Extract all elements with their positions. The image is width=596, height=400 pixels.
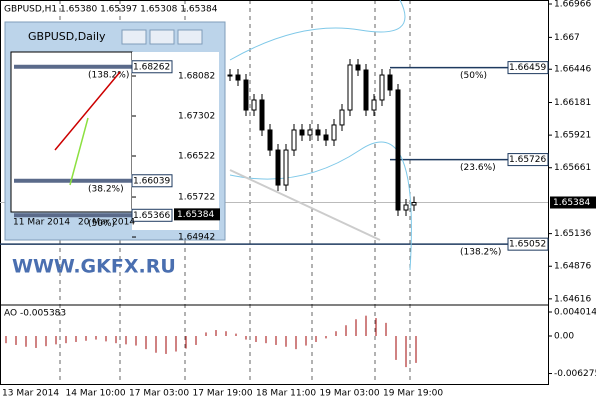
fib-label: (23.6%) <box>460 163 496 173</box>
candle <box>395 89 401 211</box>
fib-label: (50%) <box>460 71 487 81</box>
candle <box>363 69 369 111</box>
inset-fib-label: (38.2%) <box>88 184 124 194</box>
ao-tick-label: 0.00 <box>554 332 574 342</box>
level-value: 1.66459 <box>509 63 546 73</box>
current-badge <box>550 196 596 209</box>
level-value: 1.65726 <box>509 155 546 165</box>
inset-tick-label: 1.65722 <box>178 193 215 203</box>
inset-date: 20 Mar 2014 <box>78 218 135 228</box>
inset-tick-label: 1.67302 <box>178 112 215 122</box>
time-label: 13 Mar 2014 <box>2 389 59 399</box>
inset-level-value: 1.66039 <box>133 176 170 186</box>
candle <box>299 129 305 136</box>
candle <box>227 74 233 77</box>
inset-badge <box>131 208 173 222</box>
price-tick-label: 1.66966 <box>554 0 591 10</box>
candle <box>251 99 257 111</box>
time-label: 17 Mar 19:00 <box>193 389 253 399</box>
candle <box>291 129 297 151</box>
current-price-label: 1.65384 <box>553 198 590 208</box>
window-min-button[interactable] <box>121 29 147 45</box>
price-tick-label: 1.65661 <box>554 163 591 173</box>
candle <box>411 201 417 206</box>
inset-plot <box>10 51 133 213</box>
main-border <box>0 0 549 385</box>
candle <box>267 129 273 151</box>
inset-trend <box>54 71 121 151</box>
candle <box>355 64 361 71</box>
inset-date: 11 Mar 2014 <box>13 218 70 228</box>
candle <box>371 99 377 111</box>
ao-tick-label: 0.004014 <box>554 307 596 317</box>
window-title: GBPUSD,Daily <box>28 30 106 43</box>
candle <box>307 129 313 136</box>
price-tick-label: 1.65136 <box>554 229 591 239</box>
level-badge <box>507 61 549 75</box>
price-tick-label: 1.64876 <box>554 262 591 272</box>
level-value: 1.65052 <box>509 240 546 250</box>
inset-badge <box>131 174 173 188</box>
price-tick-label: 1.667 <box>554 33 580 43</box>
ao-label: AO -0.005383 <box>4 309 66 319</box>
inset-trend2 <box>69 117 89 186</box>
inset-level-value: 1.65366 <box>133 211 170 221</box>
price-tick-label: 1.66446 <box>554 65 591 75</box>
level-badge <box>507 237 549 251</box>
candle <box>379 74 385 101</box>
inset-tick-label: 1.64942 <box>178 233 215 243</box>
window-close-button[interactable] <box>177 29 203 45</box>
inset-tick-label: 1.66522 <box>178 152 215 162</box>
candle <box>243 79 249 111</box>
window-max-button[interactable] <box>149 29 175 45</box>
candle <box>347 64 353 111</box>
inset-current-label: 1.65384 <box>177 210 214 220</box>
candle <box>259 99 265 131</box>
price-tick-label: 1.65921 <box>554 131 591 141</box>
ao-tick-label: -0.006275 <box>554 369 596 379</box>
time-label: 19 Mar 03:00 <box>320 389 380 399</box>
candle <box>339 109 345 126</box>
candle <box>331 124 337 141</box>
inset-tick-label: 1.68082 <box>178 72 215 82</box>
candle <box>283 149 289 186</box>
candle <box>235 74 241 81</box>
inset-fib-label: (138.2%) <box>88 70 129 80</box>
candle <box>275 149 281 186</box>
inset-fib-label: (50%) <box>88 219 115 229</box>
time-label: 19 Mar 19:00 <box>383 389 443 399</box>
price-tick-label: 1.64616 <box>554 294 591 304</box>
time-label: 17 Mar 03:00 <box>129 389 189 399</box>
band <box>229 0 412 271</box>
candle <box>315 129 321 136</box>
price-tick-label: 1.66181 <box>554 98 591 108</box>
inset-current <box>174 208 220 221</box>
chart-header: GBPUSD,H1 1.65380 1.65397 1.65308 1.6538… <box>4 5 218 15</box>
fib-label: (138.2%) <box>460 248 501 258</box>
level-badge <box>507 153 549 167</box>
inset-axis <box>132 52 219 230</box>
trend <box>229 169 381 241</box>
time-label: 14 Mar 10:00 <box>66 389 126 399</box>
inset-badge <box>131 60 173 74</box>
inset-level-value: 1.68262 <box>133 62 170 72</box>
watermark: WWW.GKFX.RU <box>12 256 176 278</box>
inset-window: GBPUSD,Daily 1.68082 1.67302 1.66522 1.65722… <box>4 21 226 243</box>
time-label: 18 Mar 11:00 <box>256 389 316 399</box>
candle <box>387 74 393 91</box>
candle <box>323 134 329 141</box>
candle <box>403 204 409 211</box>
